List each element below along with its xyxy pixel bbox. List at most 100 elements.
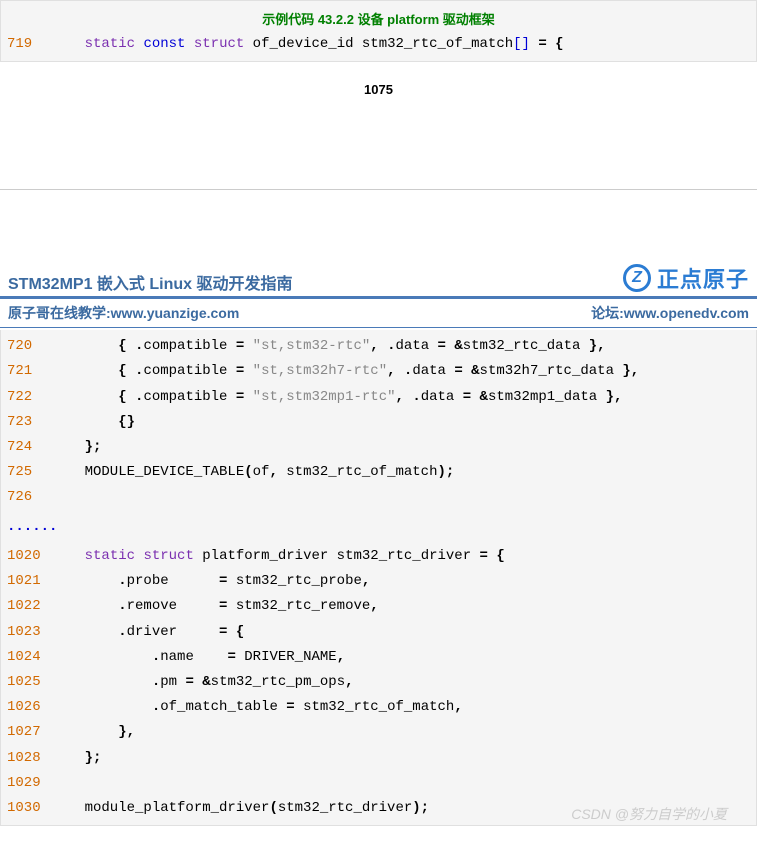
code-token: = [236,338,244,354]
code-token [51,724,118,740]
code-token: probe [127,573,219,589]
line-number: 1029 [1,771,51,796]
code-token [194,674,202,690]
code-token [51,598,118,614]
code-token: module_platform_driver [51,800,269,816]
code-token [51,674,152,690]
code-token: = [480,548,488,564]
code-token: }, [118,724,135,740]
code-token [51,338,118,354]
code-token: ); [438,464,455,480]
code-token: = [236,389,244,405]
code-token: stm32_rtc_probe [227,573,361,589]
code-token: }, [589,338,606,354]
code-token: }, [622,363,639,379]
code-token: = [463,389,471,405]
left-link: 原子哥在线教学:www.yuanzige.com [8,303,239,323]
code-token: MODULE_DEVICE_TABLE [51,464,244,480]
code-content: {} [51,410,756,435]
code-token: = [438,338,446,354]
code-token: , [345,674,353,690]
code-token: = [185,674,193,690]
code-token: { [496,548,504,564]
code-token [379,338,387,354]
code-token: . [152,699,160,715]
code-token: DRIVER_NAME [236,649,337,665]
code-token [51,548,85,564]
left-link-url[interactable]: www.yuanzige.com [111,305,240,321]
code-token: compatible [143,389,235,405]
code-token: struct [194,36,244,52]
code-lines-group-1: 720 { .compatible = "st,stm32-rtc", .dat… [1,334,756,510]
code-token [51,363,118,379]
code-content: }; [51,746,756,771]
code-line: 1026 .of_match_table = stm32_rtc_of_matc… [1,695,756,720]
code-line: 719 static const struct of_device_id stm… [1,32,756,57]
line-number: 1027 [1,720,51,745]
code-token: stm32_rtc_data [463,338,589,354]
code-token: "st,stm32-rtc" [253,338,371,354]
code-token: stm32_rtc_driver [278,800,412,816]
code-line: 1022 .remove = stm32_rtc_remove, [1,594,756,619]
logo: Z 正点原子 [623,262,749,294]
code-token: = [454,363,462,379]
code-token: pm [160,674,185,690]
code-token: . [118,573,126,589]
code-token [227,624,235,640]
code-token [127,389,135,405]
code-token: = [227,649,235,665]
code-token: compatible [143,363,235,379]
code-line: 1021 .probe = stm32_rtc_probe, [1,569,756,594]
code-token: , [396,389,404,405]
code-token: , [362,573,370,589]
code-token [463,363,471,379]
code-token: of_device_id stm32_rtc_of_match [244,36,513,52]
code-token: "st,stm32mp1-rtc" [253,389,396,405]
doc-header: STM32MP1 嵌入式 Linux 驱动开发指南 Z 正点原子 [0,262,757,299]
code-token: = [538,36,546,52]
code-lines-group-2: 1020 static struct platform_driver stm32… [1,544,756,821]
logo-icon-inner: Z [632,269,642,287]
divider [0,189,757,190]
code-token: = [236,363,244,379]
line-number: 1021 [1,569,51,594]
right-link-url[interactable]: www.openedv.com [624,305,749,321]
code-token: stm32h7_rtc_data [480,363,623,379]
code-line: 1029 [1,771,756,796]
code-line: 726 [1,485,756,510]
code-line: 1025 .pm = &stm32_rtc_pm_ops, [1,670,756,695]
code-token [51,699,152,715]
code-token [51,439,85,455]
code-token: . [118,624,126,640]
line-number: 1023 [1,620,51,645]
code-token: static [85,548,135,564]
code-token: ( [269,800,277,816]
code-token: data [421,389,463,405]
code-token [51,36,85,52]
code-ellipsis: ...... [1,511,756,545]
code-token [51,649,152,665]
code-token: stm32_rtc_remove [227,598,370,614]
code-token: const [143,36,185,52]
code-token: , [337,649,345,665]
code-content: .of_match_table = stm32_rtc_of_match, [51,695,756,720]
code-line: 1023 .driver = { [1,620,756,645]
code-token: & [202,674,210,690]
line-number: 1020 [1,544,51,569]
code-token: . [412,389,420,405]
line-number: 1022 [1,594,51,619]
code-token: stm32mp1_data [488,389,606,405]
code-content: module_platform_driver(stm32_rtc_driver)… [51,796,756,821]
code-content: .remove = stm32_rtc_remove, [51,594,756,619]
code-token [51,750,85,766]
line-number: 721 [1,359,51,384]
code-token [244,338,252,354]
code-token: struct [143,548,193,564]
code-token [51,624,118,640]
code-token: platform_driver stm32_rtc_driver [194,548,480,564]
code-token: of [253,464,270,480]
code-content: { .compatible = "st,stm32mp1-rtc", .data… [51,385,756,410]
code-token: [] [513,36,530,52]
code-content: .driver = { [51,620,756,645]
right-link: 论坛:www.openedv.com [591,303,749,323]
